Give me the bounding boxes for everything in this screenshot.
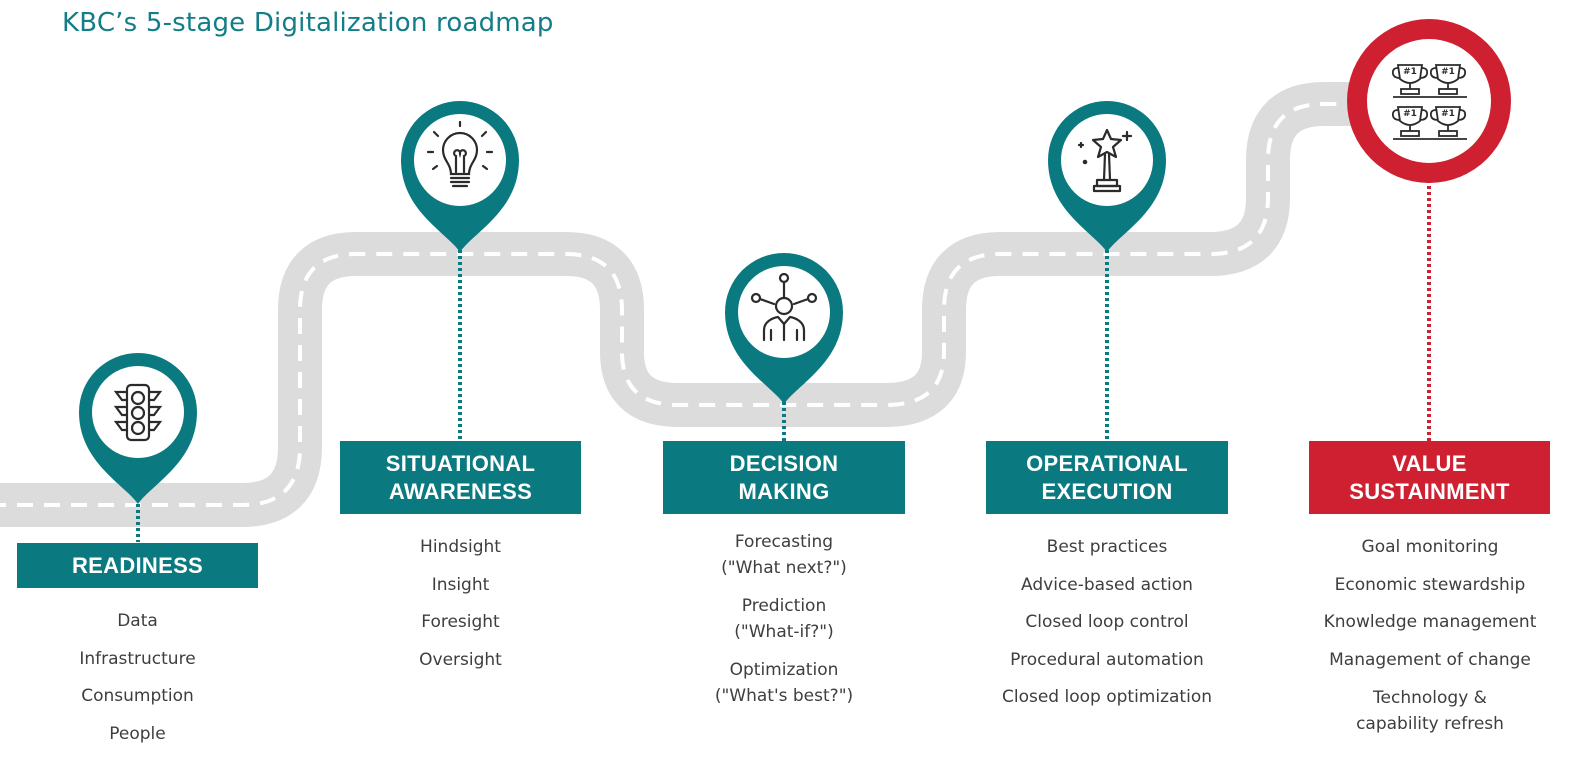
list-item: Technology & capability refresh xyxy=(1294,685,1566,737)
list-item: Foresight xyxy=(421,612,500,633)
list-item: Knowledge management xyxy=(1323,612,1537,633)
list-item: Optimization ("What's best?") xyxy=(663,657,905,709)
decision-maker-icon xyxy=(750,272,818,342)
list-item: Consumption xyxy=(81,686,194,707)
star-award-icon xyxy=(1077,128,1133,193)
page-title: KBC’s 5-stage Digitalization roadmap xyxy=(62,8,554,38)
stage-value-header: VALUE SUSTAINMENT xyxy=(1309,441,1550,514)
traffic-light-icon xyxy=(113,383,163,442)
stage-operational-items: Best practices Advice-based action Close… xyxy=(966,529,1248,717)
trophy-label: #1 xyxy=(1441,67,1455,77)
stage-situational-title-line2: AWARENESS xyxy=(388,478,533,504)
stage-situational-header: SITUATIONAL AWARENESS xyxy=(340,441,581,514)
list-item: Economic stewardship xyxy=(1334,574,1526,595)
list-item-line: Forecasting xyxy=(734,532,834,552)
list-item-line: Prediction xyxy=(741,596,827,616)
road-centerline xyxy=(0,102,1380,507)
list-item: Hindsight xyxy=(420,537,501,557)
stage-operational-title-line1: OPERATIONAL xyxy=(1026,450,1188,476)
pin-readiness xyxy=(79,353,197,504)
list-item: Infrastructure xyxy=(79,648,196,669)
stage-readiness-items: Data Infrastructure Consumption People xyxy=(17,603,258,753)
list-item-line: ("What's best?") xyxy=(714,686,854,706)
stage-readiness-header: READINESS xyxy=(17,543,258,588)
list-item: Closed loop optimization xyxy=(1002,687,1212,708)
stage-operational-header: OPERATIONAL EXECUTION xyxy=(986,441,1228,514)
pin-decision-making xyxy=(725,253,843,404)
trophies-icon xyxy=(1391,64,1467,140)
list-item: Closed loop control xyxy=(1025,612,1189,633)
pin-operational-execution xyxy=(1048,101,1166,252)
pin-situational-awareness xyxy=(401,101,519,252)
list-item-line: Optimization xyxy=(729,660,839,680)
list-item: Data xyxy=(117,611,158,631)
trophy-label: #1 xyxy=(1441,109,1455,119)
trophy-label: #1 xyxy=(1403,109,1417,119)
list-item: Oversight xyxy=(419,649,502,670)
list-item: Procedural automation xyxy=(1010,649,1204,670)
stage-decision-items: Forecasting ("What next?") Prediction ("… xyxy=(663,529,905,709)
stage-decision-header: DECISION MAKING xyxy=(663,441,905,514)
stage-decision-title-line2: MAKING xyxy=(738,478,830,504)
list-item-line: capability refresh xyxy=(1356,714,1504,735)
stage-value-title-line2: SUSTAINMENT xyxy=(1349,478,1510,504)
list-item-line: Technology & xyxy=(1373,688,1487,709)
list-item-line: ("What next?") xyxy=(721,558,847,578)
pin-value-sustainment: #1 #1 #1 #1 xyxy=(1347,19,1511,183)
stage-readiness-title: READINESS xyxy=(71,552,204,578)
list-item: Insight xyxy=(431,574,490,595)
list-item: Prediction ("What-if?") xyxy=(663,593,905,645)
list-item: Advice-based action xyxy=(1021,574,1193,595)
list-item: People xyxy=(109,723,166,744)
stage-situational-title-line1: SITUATIONAL xyxy=(385,450,536,476)
stage-value-items: Goal monitoring Economic stewardship Kno… xyxy=(1294,529,1566,737)
light-bulb-icon xyxy=(426,120,494,188)
trophy-label: #1 xyxy=(1403,67,1417,77)
list-item: Best practices xyxy=(1046,537,1168,557)
list-item: Management of change xyxy=(1329,649,1531,670)
list-item-line: ("What-if?") xyxy=(734,622,834,642)
stage-operational-title-line2: EXECUTION xyxy=(1041,478,1173,504)
list-item: Goal monitoring xyxy=(1361,537,1499,557)
stage-value-title-line1: VALUE xyxy=(1392,450,1467,476)
list-item: Forecasting ("What next?") xyxy=(663,529,905,581)
stage-situational-items: Hindsight Insight Foresight Oversight xyxy=(340,529,581,679)
stage-decision-title-line1: DECISION xyxy=(729,450,839,476)
